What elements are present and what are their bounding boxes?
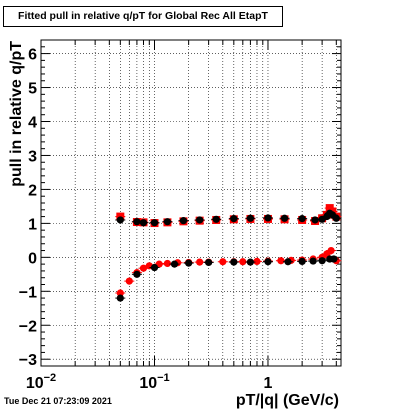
- data-point: [309, 257, 317, 265]
- data-point: [116, 294, 124, 302]
- data-point: [212, 215, 220, 223]
- data-point: [298, 257, 306, 266]
- data-point: [125, 277, 133, 285]
- chart-title-box: Fitted pull in relative q/pT for Global …: [3, 6, 283, 27]
- data-point: [116, 289, 124, 297]
- data-point: [133, 218, 141, 226]
- data-point: [150, 219, 159, 227]
- data-point: [230, 258, 238, 266]
- series-3: [115, 255, 339, 302]
- y-tick-label: 4: [28, 115, 37, 132]
- y-tick-label: −1: [19, 284, 37, 301]
- y-tick-label: 5: [28, 81, 37, 98]
- y-axis-label: pull in relative q/pT: [8, 41, 25, 187]
- data-point: [116, 216, 124, 224]
- y-tick-label: −3: [19, 352, 37, 369]
- timestamp: Tue Dec 21 07:23:09 2021: [4, 396, 112, 406]
- data-point: [298, 215, 306, 223]
- y-tick-label: 1: [28, 216, 37, 233]
- data-point: [246, 214, 254, 222]
- data-point: [239, 258, 247, 266]
- x-tick-label: 10−1: [139, 372, 169, 392]
- data-point: [179, 217, 188, 225]
- data-point: [277, 257, 285, 265]
- data-point: [196, 216, 204, 224]
- tick-layer: [40, 40, 341, 367]
- data-point: [280, 214, 289, 222]
- data-point: [253, 257, 261, 266]
- x-tick-label: 1: [264, 375, 273, 392]
- data-layer: [115, 204, 342, 302]
- data-point: [139, 219, 148, 227]
- data-point: [139, 264, 148, 272]
- data-point: [170, 260, 179, 268]
- data-point: [196, 258, 204, 266]
- data-point: [332, 214, 340, 222]
- data-point: [246, 258, 254, 266]
- y-tick-label: 3: [28, 148, 37, 165]
- chart-title: Fitted pull in relative q/pT for Global …: [18, 10, 268, 22]
- data-point: [163, 259, 172, 268]
- y-tick-label: 0: [28, 250, 37, 267]
- y-tick-label: −2: [19, 318, 37, 335]
- data-point: [327, 246, 335, 255]
- y-tick-label: 6: [28, 47, 37, 64]
- data-point: [230, 215, 238, 223]
- x-tick-label: 10−2: [26, 372, 56, 392]
- data-point: [163, 218, 172, 226]
- data-point: [185, 259, 193, 267]
- series-1: [115, 209, 342, 227]
- data-point: [219, 258, 227, 266]
- data-point: [284, 258, 292, 266]
- data-point: [264, 214, 272, 222]
- data-point: [318, 257, 326, 265]
- data-point: [150, 263, 159, 272]
- grid-layer: [40, 40, 341, 366]
- x-axis-label: pT/|q| (GeV/c): [236, 392, 339, 409]
- data-point: [133, 270, 141, 278]
- data-point: [330, 255, 338, 263]
- frame-layer: [40, 39, 342, 367]
- plot-frame: [40, 39, 342, 367]
- data-point: [205, 258, 213, 267]
- data-point: [311, 216, 319, 224]
- data-point: [264, 258, 272, 266]
- y-tick-label: 2: [28, 182, 37, 199]
